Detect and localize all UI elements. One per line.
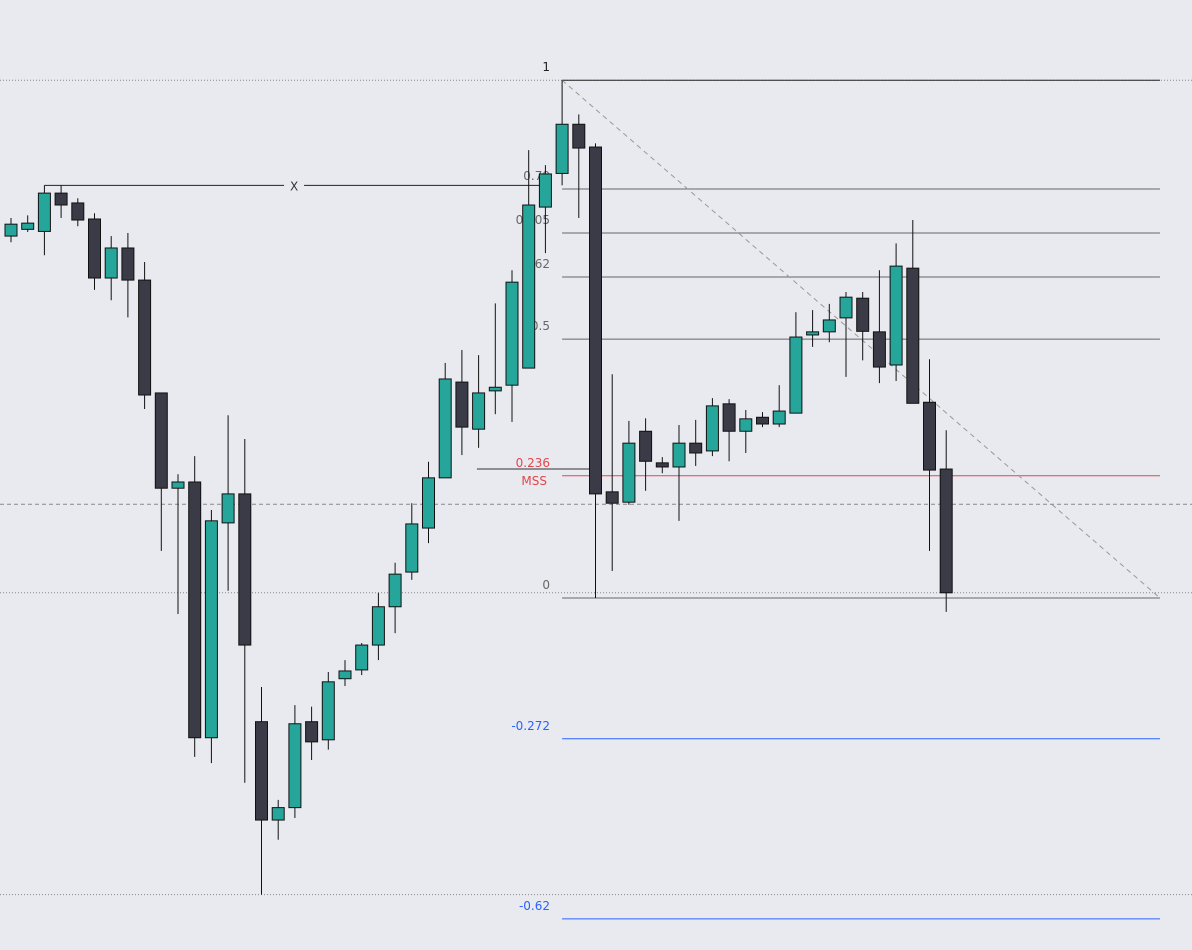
candle-body bbox=[538, 173, 552, 208]
candle-body bbox=[138, 279, 152, 396]
candle-body bbox=[639, 430, 653, 462]
candle-body bbox=[388, 573, 402, 608]
candle-body bbox=[21, 222, 35, 230]
candle-body bbox=[522, 204, 536, 369]
candle-body bbox=[171, 481, 185, 489]
candle-body bbox=[555, 123, 569, 174]
candle-body bbox=[939, 468, 953, 594]
candle-body bbox=[739, 418, 753, 432]
candle-body bbox=[455, 381, 469, 428]
candle-body bbox=[789, 336, 803, 414]
candle-body bbox=[88, 218, 101, 279]
candle-body bbox=[689, 442, 703, 454]
candle-body bbox=[772, 410, 786, 425]
candle-body bbox=[238, 493, 252, 646]
fib-level-label: 0 bbox=[542, 578, 550, 592]
candle-body bbox=[104, 247, 118, 279]
candle-body bbox=[889, 265, 903, 366]
candle-body bbox=[655, 462, 669, 468]
candle-body bbox=[405, 523, 419, 573]
candle-body bbox=[188, 481, 202, 739]
candle-body bbox=[54, 192, 68, 206]
candle-body bbox=[71, 202, 85, 221]
candle-body bbox=[572, 123, 586, 149]
candle-body bbox=[505, 281, 519, 386]
candle-body bbox=[756, 416, 769, 425]
candle-body bbox=[722, 403, 736, 432]
candle-body bbox=[121, 247, 135, 281]
candle-body bbox=[906, 267, 920, 404]
trend-line bbox=[561, 79, 1161, 599]
candle-body bbox=[472, 392, 486, 430]
fib-level-label: -0.272 bbox=[511, 719, 550, 733]
candle-body bbox=[872, 331, 886, 368]
candle-body bbox=[4, 223, 18, 237]
candle-body bbox=[822, 319, 836, 333]
candle-body bbox=[438, 378, 452, 479]
candle-body bbox=[856, 297, 870, 332]
candle-body bbox=[622, 442, 636, 503]
candle-body bbox=[338, 670, 352, 680]
fib-level-label: 0.5 bbox=[531, 319, 550, 333]
candle-body bbox=[839, 296, 853, 319]
candle-body bbox=[422, 477, 435, 529]
candle-body bbox=[806, 331, 820, 336]
candle-body bbox=[271, 807, 285, 821]
candle-body bbox=[605, 491, 619, 504]
mss-label: MSS bbox=[521, 474, 547, 488]
x-label: X bbox=[290, 179, 298, 193]
candle-body bbox=[255, 721, 268, 821]
candle-body bbox=[288, 723, 302, 809]
candle-body bbox=[204, 520, 218, 739]
fib-level-label: 0.236 bbox=[516, 456, 550, 470]
candle-body bbox=[37, 192, 51, 232]
candle-body bbox=[355, 644, 369, 671]
candle-body bbox=[589, 146, 602, 495]
candle-body bbox=[705, 405, 719, 452]
candle-body bbox=[923, 401, 936, 471]
candle-body bbox=[672, 442, 686, 468]
candle-body bbox=[488, 386, 502, 392]
candle-body bbox=[221, 493, 235, 524]
fib-level-label: 1 bbox=[542, 60, 550, 74]
candle-body bbox=[321, 681, 335, 741]
candle-body bbox=[154, 392, 168, 489]
candle-body bbox=[305, 721, 319, 743]
candle-body bbox=[371, 606, 385, 646]
fib-level-label: -0.62 bbox=[519, 899, 550, 913]
